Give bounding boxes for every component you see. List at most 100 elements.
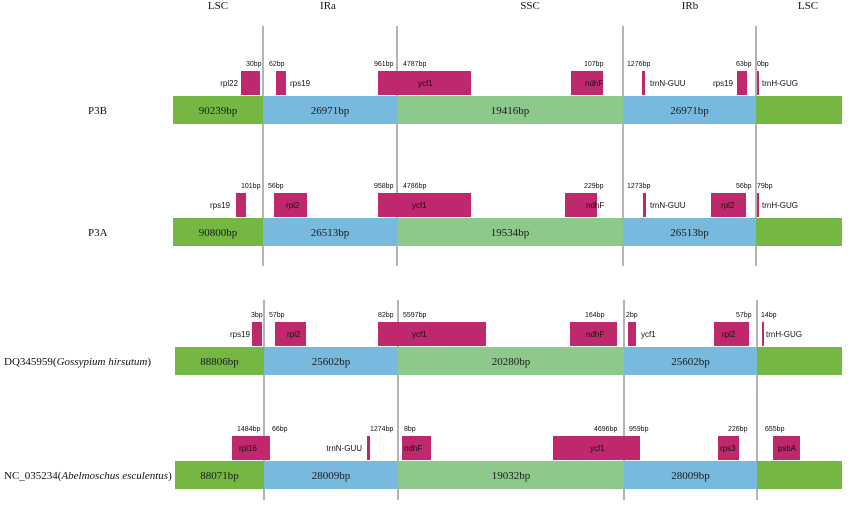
gene-box [275,322,306,346]
gene-box [711,193,746,217]
segment-length-label: 88071bp [200,470,239,482]
gene-label: rps19 [210,201,231,210]
gene-label: ycf1 [418,79,433,88]
segment-lsc-left [175,347,264,375]
segment-length-label: 90239bp [199,105,238,117]
gene-label: psbA [778,444,797,453]
region-header-irb-3: IRb [682,0,699,12]
gene-label: trnH-GUG [762,201,798,210]
gene-box [643,193,646,217]
gene-label: ycf1 [412,201,427,210]
segment-ssc [397,96,623,124]
gene-label: ndhF [585,79,603,88]
segment-lsc-right [757,347,842,375]
gene-box [718,436,739,460]
region-header-ira-1: IRa [320,0,336,12]
bp-distance-label: 958bp [374,183,394,190]
gene-label: rpl2 [722,330,736,339]
gene-label: ycf1 [641,330,656,339]
segment-length-label: 19032bp [492,470,531,482]
gene-label: rpl22 [220,79,238,88]
bp-distance-label: 57bp [736,312,752,319]
segment-irb [623,96,756,124]
region-header-lsc-0: LSC [208,0,228,12]
gene-box [571,71,603,95]
gene-box [378,71,471,95]
gene-box [232,436,270,460]
row-label: DQ345959(Gossypium hirsutum) [4,356,151,368]
row-label-suffix: ) [168,470,172,482]
gene-label: ndhF [404,444,422,453]
gene-box [402,436,431,460]
gene-box [773,436,800,460]
genome-row: P3B 90239bp 26971bp 19416bp 26971bp rpl22 30bp… [88,61,842,124]
gene-box [570,322,617,346]
row-label-species: Gossypium hirsutum [57,356,148,368]
bp-distance-label: 229bp [584,183,604,190]
gene-box [378,322,486,346]
bp-distance-label: 1484bp [237,426,260,433]
gene-box [236,193,246,217]
bp-distance-label: 2bp [626,312,638,319]
gene-label: rps19 [713,79,734,88]
segment-irb [623,218,756,246]
bp-distance-label: 66bp [272,426,288,433]
bp-distance-label: 0bp [757,61,769,68]
segment-lsc-left [175,461,264,489]
bp-distance-label: 79bp [757,183,773,190]
bp-distance-label: 4786bp [403,183,426,190]
bp-distance-label: 959bp [629,426,649,433]
segment-ira [264,461,398,489]
bp-distance-label: 57bp [269,312,285,319]
gene-box [565,193,597,217]
gene-box [757,193,759,217]
genome-rows: P3B 90239bp 26971bp 19416bp 26971bp rpl22 30bp… [4,61,842,489]
segment-lsc-right [757,461,842,489]
genome-row: DQ345959(Gossypium hirsutum) 88806bp 25602… [4,312,842,375]
segment-ira [263,218,397,246]
gene-label: rps3 [720,444,736,453]
row-label-prefix: NC_035234( [4,470,62,482]
gene-box [378,193,471,217]
gene-box [276,71,286,95]
gene-box [241,71,260,95]
gene-label: rpl2 [721,201,735,210]
gene-box [252,322,262,346]
gene-box [553,436,640,460]
gene-label: rps19 [230,330,251,339]
segment-lsc-right [756,96,842,124]
gene-box [642,71,645,95]
segment-length-label: 88806bp [200,356,239,368]
gene-box [714,322,749,346]
gene-label: ndhF [586,201,604,210]
bp-distance-label: 226bp [728,426,748,433]
bp-distance-label: 82bp [378,312,394,319]
bp-distance-label: 8bp [404,426,416,433]
segment-length-label: 26971bp [670,105,709,117]
gene-box [628,322,636,346]
gene-label: trnN-GUU [326,444,362,453]
segment-irb [624,347,757,375]
bp-distance-label: 56bp [736,183,752,190]
gene-box [367,436,370,460]
segment-length-label: 26513bp [311,227,350,239]
segment-length-label: 25602bp [671,356,710,368]
bp-distance-label: 63bp [736,61,752,68]
bp-distance-label: 30bp [246,61,262,68]
segment-length-label: 90800bp [199,227,238,239]
bp-distance-label: 1273bp [627,183,650,190]
row-label-prefix: P3A [88,227,108,239]
region-header-lsc-4: LSC [798,0,818,12]
bp-distance-label: 961bp [374,61,394,68]
gene-label: rpl2 [287,330,301,339]
region-header-ssc-2: SSC [520,0,540,12]
gene-label: rpl16 [239,444,257,453]
segment-lsc-right [756,218,842,246]
segment-length-label: 19416bp [491,105,530,117]
row-label-prefix: P3B [88,105,107,117]
bp-distance-label: 4696bp [594,426,617,433]
genome-row: P3A 90800bp 26513bp 19534bp 26513bp rps19 101b… [88,183,842,246]
gene-label: trnN-GUU [650,79,686,88]
segment-irb [624,461,757,489]
